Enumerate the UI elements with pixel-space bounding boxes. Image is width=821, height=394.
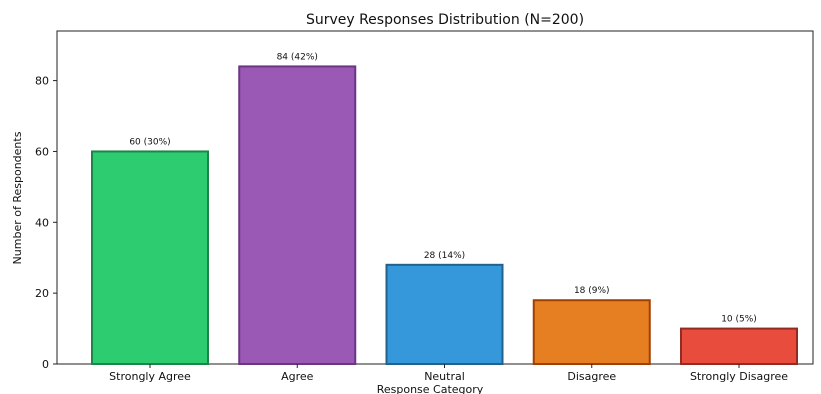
bar-data-label: 10 (5%) <box>721 315 757 325</box>
bar-1 <box>238 65 357 365</box>
y-axis-label: Number of Respondents <box>11 131 24 264</box>
bar-4 <box>680 327 798 365</box>
bar-data-label: 18 (9%) <box>574 286 610 296</box>
y-tick-label: 60 <box>35 145 49 158</box>
x-tick-label: Disagree <box>567 370 616 383</box>
x-tick-label: Neutral <box>424 370 465 383</box>
x-axis-ticks: Strongly Agree Agree Neutral Disagree Strong… <box>109 364 788 383</box>
y-axis-ticks: 0 20 40 60 80 <box>35 75 57 371</box>
bar-0 <box>91 150 209 365</box>
x-axis-label: Response Category <box>377 383 484 394</box>
x-tick-label: Agree <box>281 370 314 383</box>
chart-title: Survey Responses Distribution (N=200) <box>306 12 584 28</box>
bars-group <box>91 65 798 365</box>
bar-data-label: 28 (14%) <box>424 251 465 261</box>
y-tick-label: 20 <box>35 287 49 300</box>
y-tick-label: 40 <box>35 216 49 229</box>
x-tick-label: Strongly Agree <box>109 370 191 383</box>
bar-data-label: 84 (42%) <box>277 52 318 62</box>
x-tick-label: Strongly Disagree <box>690 370 788 383</box>
y-tick-label: 80 <box>35 75 49 88</box>
y-tick-label: 0 <box>42 358 49 371</box>
bar-labels-group: 60 (30%) 84 (42%) 28 (14%) 18 (9%) 10 (5%) <box>129 52 756 324</box>
bar-3 <box>532 299 651 365</box>
bar-2 <box>385 263 504 365</box>
bar-data-label: 60 (30%) <box>129 137 170 147</box>
